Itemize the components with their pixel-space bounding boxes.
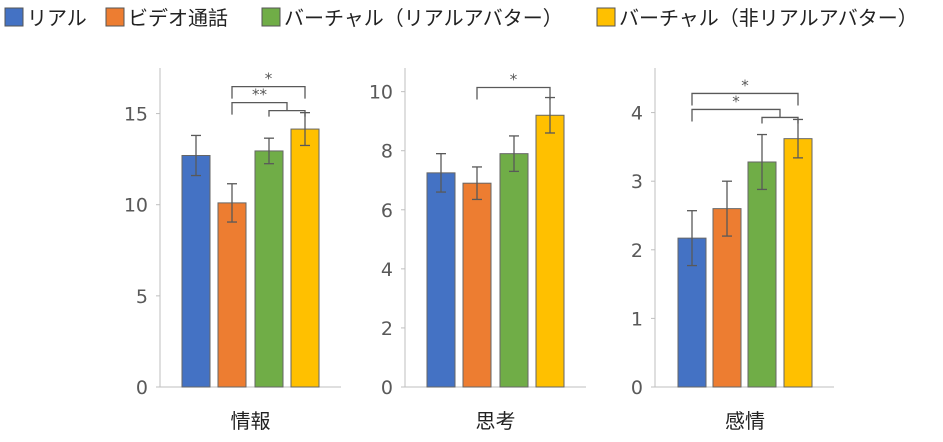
bar [217,202,247,388]
x-axis-label: 感情 [725,409,765,433]
y-tick-label: 4 [381,259,393,281]
y-tick-label: 0 [381,377,393,399]
bar [181,154,211,388]
y-tick-label: 2 [631,240,643,262]
legend-swatch [4,7,24,27]
bar [499,153,529,388]
y-tick-label: 5 [136,286,148,308]
significance-bracket [691,92,799,106]
y-tick-label: 0 [631,377,643,399]
significance-label: * [741,76,749,94]
y-tick-label: 8 [381,141,393,163]
y-tick-label: 0 [136,377,148,399]
bar [712,208,742,388]
x-axis-label: 情報 [231,409,271,433]
significance-subbracket [268,110,306,117]
legend-label: リアル [27,6,87,30]
significance-bracket [231,86,306,99]
legend-label: バーチャル（リアルアバター） [284,6,563,30]
y-tick-label: 6 [381,200,393,222]
y-tick-label: 10 [369,82,393,104]
legend-label: ビデオ通話 [128,6,228,30]
y-tick-label: 10 [124,195,148,217]
y-tick-label: 2 [381,318,393,340]
significance-bracket [476,86,551,100]
bar [290,128,320,388]
significance-label: ** [252,86,268,104]
y-tick-label: 3 [631,171,643,193]
x-axis-label: 思考 [476,409,516,433]
legend-swatch [105,7,125,27]
legend-label: バーチャル（非リアルアバター） [619,6,918,30]
y-tick-label: 4 [631,103,643,125]
significance-label: * [265,70,273,88]
bar [426,172,456,388]
significance-bracket [231,102,288,115]
y-tick-label: 1 [631,308,643,330]
legend-swatch [261,7,281,27]
y-tick-label: 15 [124,104,148,126]
significance-subbracket [761,116,799,124]
significance-label: * [732,92,740,110]
significance-label: * [510,71,518,89]
significance-bracket [691,108,781,122]
bar [535,114,565,388]
bar [254,150,284,388]
legend-swatch [596,7,616,27]
bar [783,138,813,388]
bar [462,182,492,388]
bar [747,161,777,388]
